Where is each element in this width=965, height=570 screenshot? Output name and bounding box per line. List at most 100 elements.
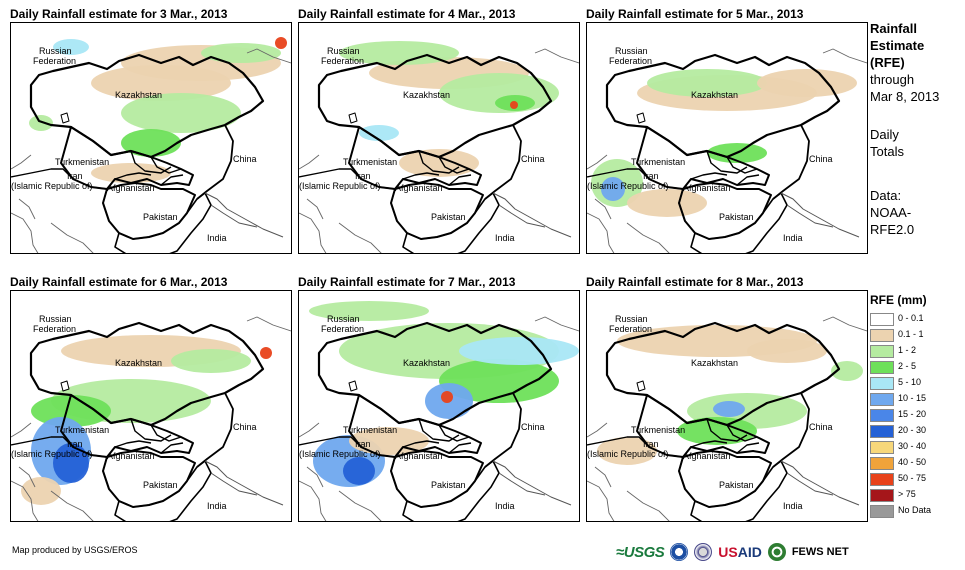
legend-label: 0.1 - 1 — [898, 329, 924, 339]
legend-scale-title: RFE (mm) — [870, 293, 927, 307]
map-label-iran-1: Iran — [67, 439, 83, 449]
legend-item: 40 - 50 — [870, 456, 962, 472]
map-label-kazakhstan: Kazakhstan — [691, 90, 739, 100]
rainfall-panel: Daily Rainfall estimate for 6 Mar., 2013… — [10, 275, 292, 523]
map-frame: Russian Federation Kazakhstan Turkmenistan I… — [586, 22, 868, 254]
map-label-india: India — [207, 501, 227, 511]
map-label-iran-2: (Islamic Republic of) — [11, 181, 93, 191]
map-label-pakistan: Pakistan — [719, 480, 754, 490]
legend-item: 30 - 40 — [870, 440, 962, 456]
map-label-iran-2: (Islamic Republic of) — [587, 449, 669, 459]
legend-label: 10 - 15 — [898, 393, 927, 403]
map-label-afghanistan: Afghanistan — [107, 451, 155, 461]
map-label-turkmenistan: Turkmenistan — [631, 157, 686, 167]
rainfall-panel: Daily Rainfall estimate for 3 Mar., 2013… — [10, 7, 292, 255]
map-label-india: India — [783, 501, 803, 511]
map-label-iran-1: Iran — [643, 439, 659, 449]
usaid-logo-part1: US — [718, 544, 738, 560]
map-frame: Russian Federation Kazakhstan Turkmenistan I… — [298, 290, 580, 522]
legend-swatch — [870, 313, 894, 326]
legend-item: 2 - 5 — [870, 360, 962, 376]
map-label-china: China — [521, 422, 545, 432]
legend-item: 0.1 - 1 — [870, 328, 962, 344]
legend-label: 50 - 75 — [898, 473, 927, 483]
legend-swatch — [870, 393, 894, 406]
legend-swatch — [870, 377, 894, 390]
legend-swatch — [870, 489, 894, 502]
map-label-russia-1: Russian — [39, 46, 72, 56]
legend-swatch — [870, 329, 894, 342]
map-label-afghanistan: Afghanistan — [683, 183, 731, 193]
map-frame: Russian Federation Kazakhstan Turkmenistan I… — [586, 290, 868, 522]
legend-label: 5 - 10 — [898, 377, 922, 387]
map-label-iran-2: (Islamic Republic of) — [11, 449, 93, 459]
panel-title: Daily Rainfall estimate for 6 Mar., 2013 — [10, 275, 228, 289]
legend-swatch — [870, 441, 894, 454]
map-label-india: India — [495, 233, 515, 243]
legend-label: No Data — [898, 505, 932, 515]
legend-item: 0 - 0.1 — [870, 312, 962, 328]
map-label-russia-2: Federation — [321, 324, 365, 334]
rainfall-panel: Daily Rainfall estimate for 7 Mar., 2013… — [298, 275, 580, 523]
panel-title: Daily Rainfall estimate for 4 Mar., 2013 — [298, 7, 516, 21]
map-label-iran-1: Iran — [67, 171, 83, 181]
usaid-logo-part2: AID — [737, 544, 762, 560]
map-label-india: India — [495, 501, 515, 511]
map-label-afghanistan: Afghanistan — [107, 183, 155, 193]
legend-swatch — [870, 425, 894, 438]
legend-item: 15 - 20 — [870, 408, 962, 424]
map-label-afghanistan: Afghanistan — [683, 451, 731, 461]
fews-net-logo: FEWS NET — [791, 546, 849, 558]
rainfall-map — [299, 301, 579, 521]
legend-swatch — [870, 505, 894, 518]
map-label-russia-1: Russian — [327, 46, 360, 56]
legend-label: 40 - 50 — [898, 457, 927, 467]
logo-strip: ≈USGS USAID FEWS NET — [616, 541, 849, 563]
legend-item: 50 - 75 — [870, 472, 962, 488]
map-label-russia-2: Federation — [33, 56, 77, 66]
legend-label: 30 - 40 — [898, 441, 927, 451]
legend-description: Rainfall Estimate (RFE) through Mar 8, 2… — [870, 20, 962, 238]
map-label-russia-1: Russian — [615, 46, 648, 56]
map-label-russia-2: Federation — [609, 324, 653, 334]
rainfall-map — [11, 316, 291, 521]
map-label-kazakhstan: Kazakhstan — [403, 358, 451, 368]
usgs-logo: ≈USGS — [616, 543, 665, 561]
noaa-logo-icon — [670, 543, 689, 561]
legend-source-2: RFE2.0 — [870, 222, 915, 237]
rainfall-map — [11, 37, 291, 253]
rainfall-panel: Daily Rainfall estimate for 5 Mar., 2013… — [586, 7, 868, 255]
map-label-china: China — [521, 154, 545, 164]
map-label-india: India — [207, 233, 227, 243]
rainfall-panel: Daily Rainfall estimate for 8 Mar., 2013… — [586, 275, 868, 523]
map-label-pakistan: Pakistan — [143, 480, 178, 490]
map-label-iran-2: (Islamic Republic of) — [299, 449, 381, 459]
legend-title-line3: (RFE) — [870, 55, 905, 70]
map-label-kazakhstan: Kazakhstan — [403, 90, 451, 100]
map-label-iran-1: Iran — [355, 439, 371, 449]
legend-item: > 75 — [870, 488, 962, 504]
legend-date: Mar 8, 2013 — [870, 89, 940, 104]
legend-swatch — [870, 457, 894, 470]
map-label-pakistan: Pakistan — [719, 212, 754, 222]
map-label-india: India — [783, 233, 803, 243]
legend-source-1: NOAA- — [870, 205, 912, 220]
seal-logo-icon — [694, 543, 713, 561]
map-label-iran-2: (Islamic Republic of) — [299, 181, 381, 191]
map-label-kazakhstan: Kazakhstan — [115, 358, 163, 368]
map-label-iran-2: (Islamic Republic of) — [587, 181, 669, 191]
map-label-iran-1: Iran — [355, 171, 371, 181]
legend-item: 10 - 15 — [870, 392, 962, 408]
legend-label: 2 - 5 — [898, 361, 917, 371]
map-label-kazakhstan: Kazakhstan — [691, 358, 739, 368]
legend-swatch — [870, 345, 894, 358]
legend-label: 1 - 2 — [898, 345, 917, 355]
map-label-afghanistan: Afghanistan — [395, 183, 443, 193]
legend-title-line2: Estimate — [870, 38, 925, 53]
legend-swatch — [870, 473, 894, 486]
map-label-iran-1: Iran — [643, 171, 659, 181]
map-credit: Map produced by USGS/EROS — [12, 545, 138, 555]
panel-title: Daily Rainfall estimate for 3 Mar., 2013 — [10, 7, 228, 21]
map-label-china: China — [809, 154, 833, 164]
legend-label: 20 - 30 — [898, 425, 927, 435]
